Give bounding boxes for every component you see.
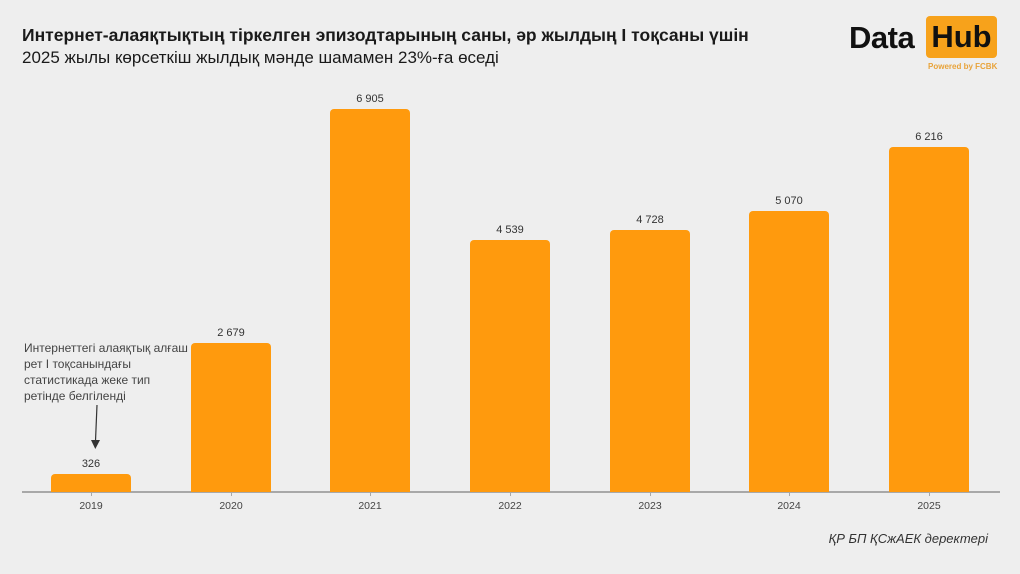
bar-value-label: 5 070 xyxy=(775,194,803,207)
bar-value-label: 2 679 xyxy=(217,327,245,340)
x-axis-label: 2022 xyxy=(498,500,522,512)
bar-2019 xyxy=(51,473,131,492)
x-axis-tick xyxy=(370,492,371,496)
chart-title: Интернет-алаяқтықтың тіркелген эпизодтар… xyxy=(22,25,749,45)
bar-value-label: 4 539 xyxy=(496,224,524,237)
x-axis-tick xyxy=(231,492,232,496)
x-axis-label: 2020 xyxy=(219,500,243,512)
data-source: ҚР БП ҚСжАЕК деректері xyxy=(828,531,988,546)
x-axis-label: 2023 xyxy=(638,500,662,512)
x-axis-tick xyxy=(789,492,790,496)
chart-subtitle: 2025 жылы көрсеткіш жылдық мәнде шамамен… xyxy=(22,48,499,67)
x-axis-tick xyxy=(929,492,930,496)
logo-tagline: Powered by FCBK xyxy=(928,62,998,71)
x-axis-label: 2019 xyxy=(79,500,103,512)
bar-2025 xyxy=(889,147,969,492)
datahub-logo: Data Hub Powered by FCBK xyxy=(849,16,999,76)
bar-value-label: 326 xyxy=(81,457,101,470)
bar-value-label: 4 728 xyxy=(636,213,664,226)
x-axis-tick xyxy=(650,492,651,496)
bar-value-label: 6 216 xyxy=(915,131,943,144)
bar-2022 xyxy=(470,240,550,492)
annotation-arrow-icon xyxy=(91,405,100,449)
logo-hub-text: Hub xyxy=(926,16,997,58)
logo-data-text: Data xyxy=(849,20,915,55)
bar-2024 xyxy=(749,210,829,492)
bar-2021 xyxy=(330,109,410,492)
bar-2023 xyxy=(610,229,690,492)
x-axis-tick xyxy=(91,492,92,496)
bar-2020 xyxy=(191,343,271,492)
x-axis-tick xyxy=(510,492,511,496)
annotation-text: Интернеттегі алаяқтық алғаш рет I тоқсан… xyxy=(24,341,188,403)
x-axis-label: 2021 xyxy=(358,500,382,512)
x-axis-label: 2025 xyxy=(917,500,941,512)
bar-value-label: 6 905 xyxy=(356,93,384,105)
x-axis-label: 2024 xyxy=(777,500,801,512)
